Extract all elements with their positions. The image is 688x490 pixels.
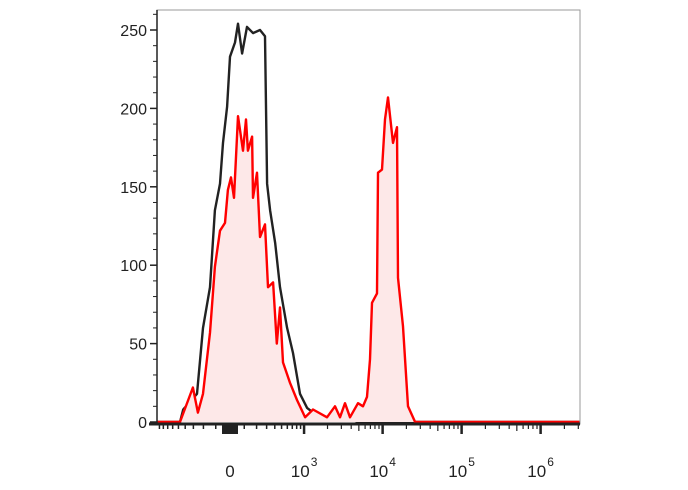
series-layer xyxy=(157,22,580,424)
x-tick-label: 103 xyxy=(291,455,318,481)
x-tick-base: 0 xyxy=(225,462,234,481)
x-tick-label: 105 xyxy=(448,455,475,481)
x-tick-base: 10 xyxy=(369,462,388,481)
x-tick-exponent: 5 xyxy=(468,455,475,469)
series-fill-1 xyxy=(157,97,580,423)
y-tick-label: 100 xyxy=(120,258,147,275)
x-tick-exponent: 6 xyxy=(547,455,554,469)
x-tick-exponent: 4 xyxy=(389,455,396,469)
x-tick-label: 0 xyxy=(225,462,234,481)
y-tick-label: 150 xyxy=(120,180,147,197)
x-tick-base: 10 xyxy=(527,462,546,481)
x-zero-tick-cluster xyxy=(222,424,238,434)
y-tick-label: 50 xyxy=(129,337,147,354)
y-tick-label: 200 xyxy=(120,101,147,118)
y-tick-label: 250 xyxy=(120,23,147,40)
x-tick-base: 10 xyxy=(448,462,467,481)
x-tick-base: 10 xyxy=(291,462,310,481)
series-line-1 xyxy=(157,96,580,424)
x-tick-label: 104 xyxy=(369,455,396,481)
y-tick-label: 0 xyxy=(138,415,147,432)
x-tick-exponent: 3 xyxy=(311,455,318,469)
x-tick-label: 106 xyxy=(527,455,554,481)
